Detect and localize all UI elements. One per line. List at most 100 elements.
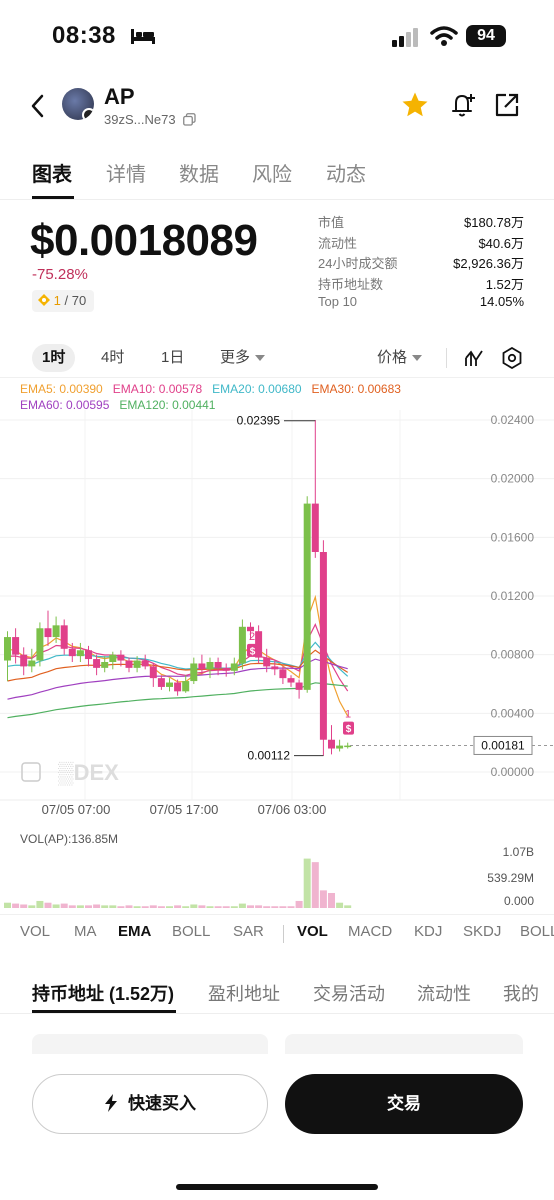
favorite-star-icon[interactable] [400,90,430,120]
timeframe-1d-button[interactable]: 1日 [161,349,185,366]
volume-bar [133,906,141,908]
stat-value: 14.05% [479,294,524,309]
tabs-divider [0,1013,554,1014]
indicator-ema[interactable]: EMA [118,923,152,940]
tab-risk[interactable]: 风险 [252,164,292,186]
y-tick-label: 0.02000 [491,472,535,486]
rank-total: / 70 [64,293,87,308]
rank-number: 1 [53,293,61,308]
token-name: AP [104,84,135,109]
volume-tick-label: 1.07B [503,845,534,859]
copy-icon[interactable] [183,113,196,126]
expand-icon [21,762,41,782]
stat-row: 24小时成交额 $2,926.36万 [318,253,524,274]
candle-body [36,628,44,661]
active-tab-indicator [32,1010,176,1013]
volume-bar [36,900,44,908]
volume-bar [247,905,254,908]
x-tick-label: 07/05 07:00 [42,802,111,817]
candle-body [319,552,327,740]
tab-liquidity[interactable]: 流动性 [417,984,471,1004]
timeframe-4h-button[interactable]: 4时 [101,349,125,366]
tab-details[interactable]: 详情 [106,164,146,186]
market-stats: 市值 $180.78万 流动性 $40.6万 24小时成交额 $2,926.36万 持… [318,212,524,315]
tab-profitable-addresses[interactable]: 盈利地址 [208,984,280,1004]
candle-body [93,659,101,668]
toolbar-divider [446,348,447,368]
holder-tabs: 持币地址 (1.52万) 盈利地址 交易活动 流动性 我的 [0,974,554,1014]
tab-mine[interactable]: 我的 [503,984,539,1004]
more-timeframes-dropdown[interactable]: 更多 [220,344,266,372]
volume-bar [85,905,92,908]
trade-button[interactable]: 交易 [285,1074,523,1134]
trade-marker-symbol: $ [346,724,352,735]
volume-label: VOL(AP):136.85M [20,832,119,846]
price-mode-dropdown[interactable]: 价格 [377,344,423,372]
chevron-down-icon [412,355,423,362]
stat-label: 持币地址数 [318,276,384,292]
candle-body [12,637,20,655]
candle-body [117,654,125,661]
volume-bar [125,905,133,908]
current-price-label: 0.00181 [481,738,525,752]
indicator-vol[interactable]: VOL [20,923,51,940]
volume-bar [117,906,125,908]
timeframe-1h-button[interactable]: 1时 [32,344,76,372]
candle-body [214,662,222,668]
rank-badge[interactable]: 1 / 70 [32,290,95,312]
token-header: AP 39zS...Ne73 [0,80,554,136]
lightning-icon [105,1094,117,1112]
price-chart[interactable]: 0.02400 0.02000 0.01600 0.01200 0.00800 0.004… [0,410,554,910]
indicator-kdj[interactable]: KDJ [414,923,443,940]
tab-holders[interactable]: 持币地址 (1.52万) [32,984,175,1004]
candle-body [182,681,190,692]
candle-body [206,662,214,670]
current-price: $0.0018089 [30,216,258,265]
candles [4,420,352,756]
stat-label: 24小时成交额 [318,256,398,271]
indicator-vol-sub[interactable]: VOL [297,923,328,940]
volume-bar [60,903,68,908]
candle-body [279,669,287,679]
indicator-boll-sub[interactable]: BOLL [520,923,554,940]
candle-body [222,667,230,671]
candle-body [60,625,68,649]
candle-body [109,654,117,662]
candle-body [85,650,92,660]
y-axis: 0.02400 0.02000 0.01600 0.01200 0.00800 0.004… [491,413,535,779]
diamond-icon [38,294,50,306]
candle-body [271,666,279,670]
volume-bar [101,905,109,908]
settings-hexagon-icon[interactable] [502,347,522,369]
dex-watermark: ▒DEX [21,760,119,786]
candle-body [28,660,36,667]
tab-trading-activity[interactable]: 交易活动 [313,984,385,1004]
tab-data[interactable]: 数据 [179,164,219,186]
trade-marker-count: 2 [249,631,255,643]
stat-value: 1.52万 [485,276,524,292]
volume-bar [222,906,230,908]
y-tick-label: 0.02400 [491,413,535,427]
ema-line [7,649,349,682]
candle-body [303,503,311,690]
quick-buy-button[interactable]: 快速买入 [32,1074,268,1134]
candle-body [190,663,198,682]
volume-bar [44,902,52,908]
tab-activity[interactable]: 动态 [326,164,366,186]
indicator-boll[interactable]: BOLL [172,923,211,940]
indicator-divider [283,925,284,943]
tab-chart[interactable]: 图表 [32,164,72,186]
indicator-macd[interactable]: MACD [348,923,393,940]
indicator-sar[interactable]: SAR [233,923,264,940]
back-arrow-icon[interactable] [28,92,48,120]
share-icon[interactable] [494,92,520,118]
volume-bar [295,900,303,908]
indicator-ma[interactable]: MA [74,923,97,940]
indicator-chart-icon[interactable] [464,348,484,368]
ema60-label: EMA60: 0.00595 [20,398,110,412]
price-alert-bell-icon[interactable] [448,90,478,120]
volume-bar [271,906,279,908]
indicator-skdj[interactable]: SKDJ [463,923,502,940]
battery-indicator: 94 [466,25,506,47]
candle-body [141,660,149,667]
